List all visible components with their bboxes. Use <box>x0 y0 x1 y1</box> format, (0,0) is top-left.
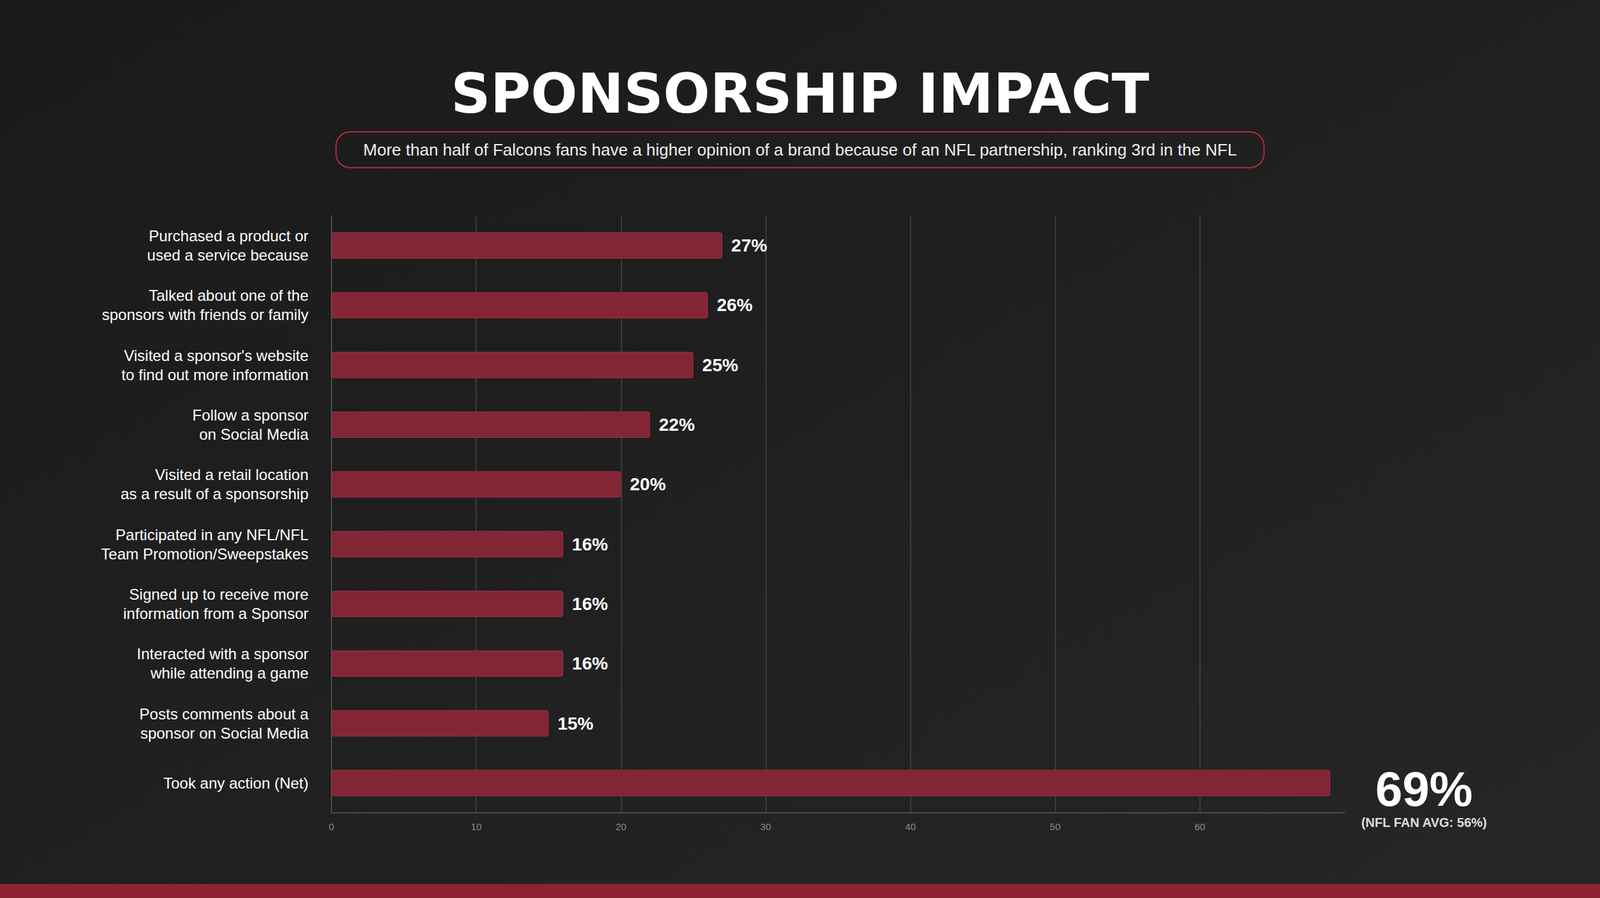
svg-text:20%: 20% <box>629 474 666 495</box>
svg-text:on Social Media: on Social Media <box>199 425 309 443</box>
svg-text:Participated in any NFL/NFL: Participated in any NFL/NFL <box>115 526 309 544</box>
svg-text:Team Promotion/Sweepstakes: Team Promotion/Sweepstakes <box>101 545 309 563</box>
svg-text:Interacted with a sponsor: Interacted with a sponsor <box>136 645 309 663</box>
svg-text:Posts comments about a: Posts comments about a <box>139 705 310 723</box>
svg-text:15%: 15% <box>557 713 594 734</box>
svg-text:used a service because: used a service because <box>147 246 309 264</box>
svg-text:Took any action (Net): Took any action (Net) <box>163 774 309 792</box>
svg-text:Visited a retail location: Visited a retail location <box>154 465 309 484</box>
svg-text:30: 30 <box>760 821 772 832</box>
svg-text:Talked about one of the: Talked about one of the <box>148 286 309 304</box>
svg-text:as a result of a sponsorship: as a result of a sponsorship <box>120 485 310 503</box>
svg-text:25%: 25% <box>702 355 738 376</box>
svg-text:sponsor on Social Media: sponsor on Social Media <box>140 724 309 742</box>
svg-text:(NFL FAN AVG: 56%): (NFL FAN AVG: 56%) <box>1361 815 1487 830</box>
svg-text:16%: 16% <box>572 534 608 555</box>
svg-text:60: 60 <box>1194 821 1206 832</box>
svg-text:to find out more information: to find out more information <box>121 366 309 384</box>
svg-text:50: 50 <box>1049 821 1061 832</box>
svg-text:while attending a game: while attending a game <box>149 664 309 682</box>
svg-text:More than half of Falcons fans: More than half of Falcons fans have a hi… <box>363 140 1238 160</box>
svg-text:26%: 26% <box>716 295 753 315</box>
svg-text:0: 0 <box>328 821 335 832</box>
svg-text:Signed up to receive more: Signed up to receive more <box>129 585 309 603</box>
svg-text:Visited a sponsor's website: Visited a sponsor's website <box>124 346 309 365</box>
svg-text:22%: 22% <box>659 414 696 435</box>
svg-text:16%: 16% <box>572 653 608 674</box>
svg-text:SPONSORSHIP IMPACT: SPONSORSHIP IMPACT <box>450 61 1150 126</box>
svg-text:Purchased a product or: Purchased a product or <box>149 227 309 245</box>
svg-text:69%: 69% <box>1375 761 1473 816</box>
svg-text:40: 40 <box>904 821 916 832</box>
svg-text:sponsors with friends or famil: sponsors with friends or family <box>101 305 309 324</box>
svg-text:10: 10 <box>471 821 482 832</box>
svg-text:information from a Sponsor: information from a Sponsor <box>123 604 309 623</box>
svg-text:27%: 27% <box>731 235 768 256</box>
svg-text:Follow a sponsor: Follow a sponsor <box>192 406 309 424</box>
svg-text:20: 20 <box>615 821 627 832</box>
svg-text:16%: 16% <box>572 593 608 614</box>
